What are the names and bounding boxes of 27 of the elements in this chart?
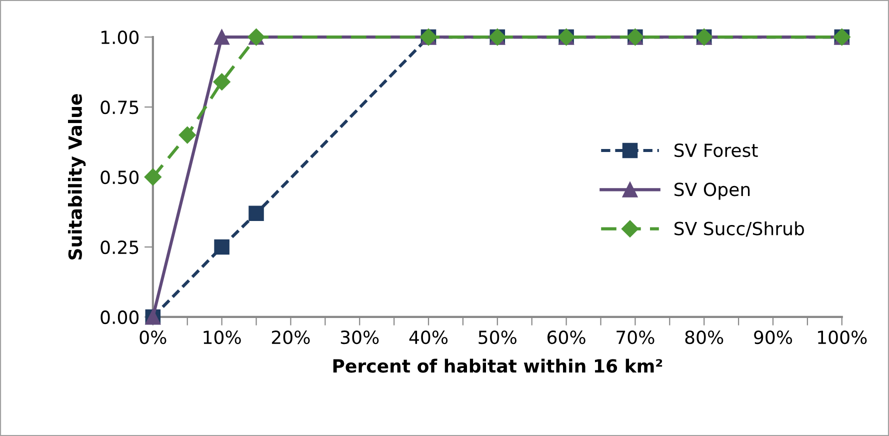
- legend-label: SV Open: [674, 182, 750, 200]
- x-tick-label: 80%: [685, 330, 724, 344]
- x-tick-label: 0%: [140, 330, 166, 344]
- x-tick-label: 90%: [754, 330, 792, 344]
- point: [214, 29, 230, 45]
- point: [178, 126, 196, 144]
- point: [214, 239, 230, 255]
- legend-label: SV Forest: [674, 143, 758, 158]
- y-tick-label: 0.50: [100, 170, 139, 184]
- legend-label: SV Succ/Shrub: [674, 221, 804, 237]
- point: [144, 168, 162, 186]
- y-tick-label: 1.00: [101, 30, 139, 44]
- x-tick-label: 50%: [478, 330, 516, 344]
- x-tick-label: 100%: [818, 330, 867, 344]
- x-tick-label: 40%: [409, 330, 448, 344]
- x-tick-label: 10%: [204, 330, 241, 344]
- y-tick-label: 0.00: [100, 310, 139, 324]
- y-tick-label: 0.75: [100, 100, 138, 114]
- y-axis-title: Suitability Value: [68, 94, 86, 260]
- x-tick-label: 70%: [616, 330, 654, 344]
- x-axis-title: Percent of habitat within 16 km²: [333, 358, 662, 373]
- point: [248, 206, 264, 222]
- y-tick-label: 0.25: [100, 240, 138, 254]
- x-tick-label: 60%: [547, 330, 586, 344]
- x-tick-label: 30%: [340, 330, 379, 344]
- point: [213, 73, 230, 90]
- x-tick-label: 20%: [272, 330, 310, 344]
